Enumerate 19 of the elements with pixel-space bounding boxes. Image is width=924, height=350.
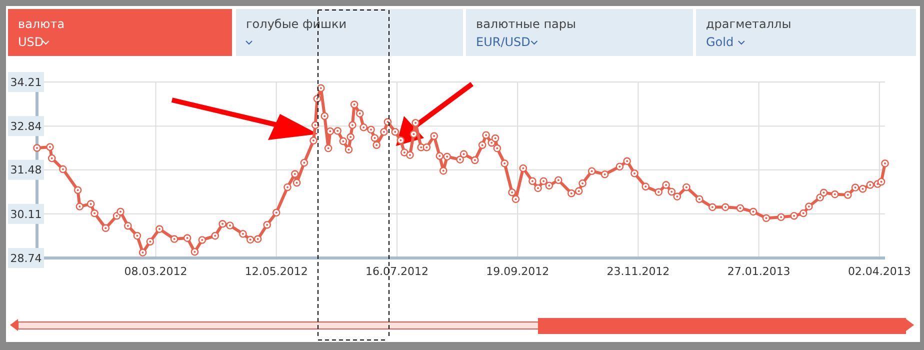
- text: USD: [18, 35, 44, 49]
- y-tick-label: 34.21: [10, 76, 42, 89]
- y-tick-label: 30.11: [10, 208, 42, 221]
- text: валюта: [18, 17, 65, 31]
- text: драгметаллы: [706, 17, 792, 31]
- text: голубые фишки: [246, 17, 347, 31]
- x-tick-label: 27.01.2013: [727, 265, 790, 278]
- y-tick-label: 28.74: [10, 252, 42, 265]
- text: Gold: [706, 35, 734, 49]
- x-tick-label: 12.05.2012: [244, 265, 308, 278]
- x-tick-label: 02.04.2013: [848, 265, 911, 278]
- x-tick-label: 08.03.2012: [124, 265, 188, 278]
- y-tick-label: 31.48: [10, 164, 42, 177]
- text: EUR/USD: [476, 35, 530, 49]
- text: валютные пары: [476, 17, 576, 31]
- y-tick-label: 32.84: [10, 120, 42, 133]
- x-tick-label: 16.07.2012: [365, 265, 428, 278]
- x-tick-label: 23.11.2012: [606, 265, 670, 278]
- x-tick-label: 19.09.2012: [486, 265, 550, 278]
